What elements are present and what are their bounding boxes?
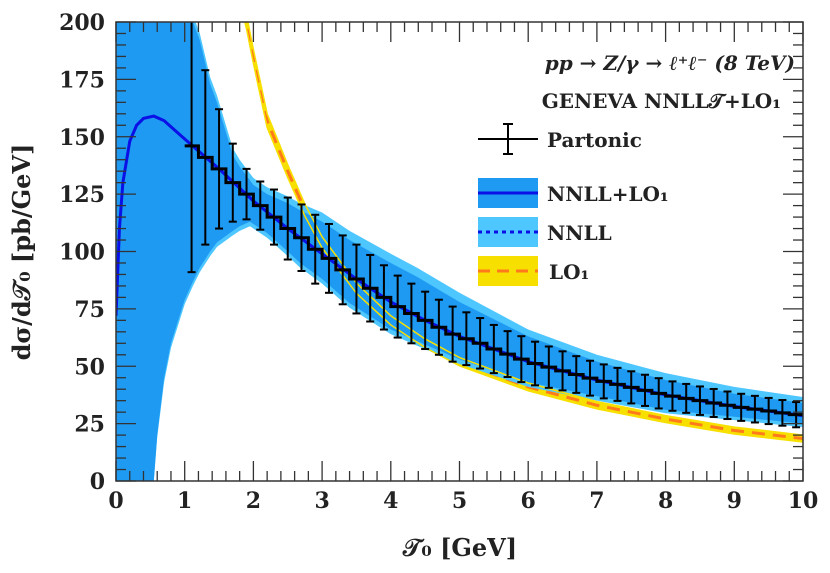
partonic-error-bar [270,188,279,246]
partonic-error-bar [764,396,773,426]
axis-ticks [115,21,804,482]
y-tick-label: 0 [90,469,105,495]
y-tick-label: 50 [74,354,105,380]
partonic-error-bar [654,377,663,410]
partonic-error-bar [531,340,540,387]
x-tick-label: 9 [727,488,742,514]
x-tick-label: 0 [108,488,123,514]
legend-label-lo1: LO₁ [549,260,589,284]
partonic-error-bar [750,394,759,424]
plot-area [116,22,803,481]
partonic-error-bar [572,355,581,394]
partonic-error-bar [228,142,237,223]
y-tick-label: 100 [59,240,105,266]
legend-entry-lo1: LO₁ [478,256,589,286]
partonic-error-bar [517,335,526,384]
y-tick-label: 25 [74,412,105,438]
partonic-error-bar [421,290,430,351]
partonic-error-bar [503,330,512,379]
x-tick-label: 10 [788,488,819,514]
partonic-error-bar [462,311,471,367]
partonic-error-bar [215,108,224,230]
partonic-error-bar [558,350,567,392]
y-tick-label: 75 [74,297,105,323]
partonic-error-bar [338,234,347,306]
y-tick-label: 150 [59,125,105,151]
partonic-error-bar [544,345,553,389]
x-tick-label: 6 [521,488,536,514]
partonic-error-bar [283,196,292,261]
legend-label-nnll-lo1: NNLL+LO₁ [547,182,669,206]
partonic-error-bar [709,387,718,418]
nnll-band [116,22,803,481]
x-tick-label: 4 [383,488,398,514]
lo1-band-upper-edge [247,22,803,436]
x-tick-label: 1 [177,488,192,514]
partonic-error-bar [668,380,677,412]
x-tick-label: 8 [658,488,673,514]
legend-entry-partonic: Partonic [478,123,642,155]
legend-label-nnll: NNLL [547,221,612,245]
lo1-band-lower-edge [244,22,803,443]
partonic-error-bar [737,392,746,422]
partonic-error-bar [778,398,787,427]
partonic-error-bar [324,222,333,294]
x-tick-label: 7 [589,488,604,514]
legend-title: pp → Z/γ → ℓ⁺ℓ⁻ (8 TeV) [545,51,795,75]
partonic-error-bar [613,366,622,402]
legend-label-partonic: Partonic [547,128,642,152]
partonic-error-bar [599,363,608,400]
y-axis-title: dσ/d𝒯₀ [pb/GeV] [7,144,36,361]
legend: pp → Z/γ → ℓ⁺ℓ⁻ (8 TeV) GENEVA NNLL𝒯+LO₁… [478,51,795,286]
partonic-error-bar [476,317,485,370]
x-tick-label: 5 [452,488,467,514]
partonic-error-bar [311,213,320,285]
partonic-error-bar [242,167,251,221]
partonic-error-bar [297,203,306,273]
legend-entry-nnll: NNLL [478,217,612,247]
partonic-error-bar [586,359,595,397]
partonic-error-bar [407,282,416,345]
partonic-error-bar [723,390,732,421]
lo1-line [244,22,803,441]
partonic-error-bar [489,323,498,375]
y-tick-label: 175 [59,67,105,93]
x-axis-title: 𝒯₀ [GeV] [402,533,517,562]
partonic-error-bar [640,373,649,407]
partonic-error-bar [434,298,443,356]
legend-entry-nnll-lo1: NNLL+LO₁ [478,178,669,208]
y-tick-label: 125 [59,182,105,208]
partonic-error-bar [201,69,210,246]
partonic-error-bar [682,382,691,414]
x-tick-label: 2 [246,488,261,514]
legend-subtitle: GENEVA NNLL𝒯+LO₁ [542,89,781,113]
partonic-error-bar [256,180,265,231]
y-tick-label: 200 [59,10,105,36]
partonic-error-bar [393,274,402,339]
partonic-error-bar [379,264,388,331]
partonic-error-bar [187,22,196,274]
nnll-lo1-band [116,22,803,481]
partonic-error-bar [366,253,375,323]
partonic-error-bar [695,385,704,416]
partonic-error-bar [448,305,457,363]
x-tick-label: 3 [314,488,329,514]
partonic-error-bar [352,243,361,315]
partonic-error-bar [627,370,636,405]
